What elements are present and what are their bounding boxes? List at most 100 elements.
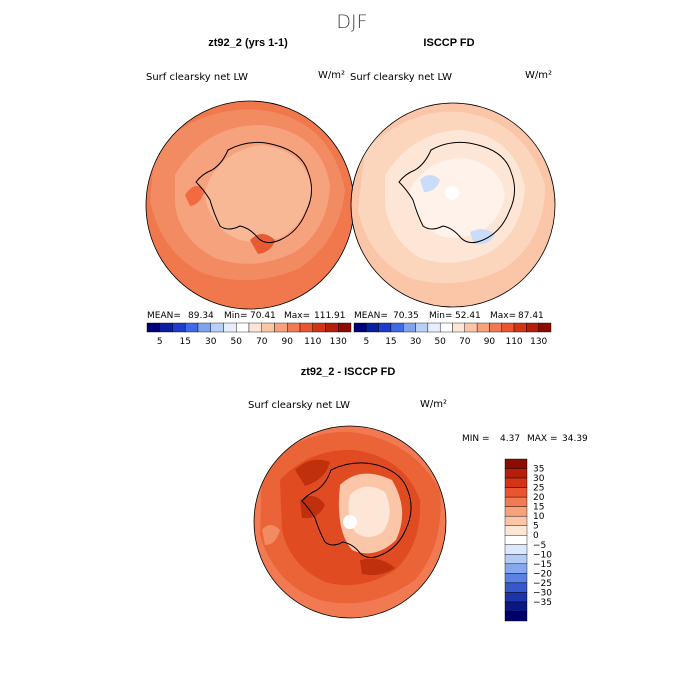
colorbar-model-tick-label: 30 <box>205 337 217 347</box>
colorbar-model-swatch <box>325 322 339 333</box>
colorbar-difference-tick-label: −15 <box>533 560 552 570</box>
panel-b-max-label: Max= <box>490 311 516 321</box>
panel-a-title: zt92_2 (yrs 1-1) <box>208 37 288 49</box>
colorbar-isccp-swatch <box>452 322 466 333</box>
colorbar-model-swatch <box>185 322 199 333</box>
panel-b-min-value: 52.41 <box>455 311 481 321</box>
colorbar-isccp-tick-label: 5 <box>363 337 369 347</box>
colorbar-model-swatch <box>210 322 224 333</box>
colorbar-difference-tick-label: −25 <box>533 579 552 589</box>
colorbar-model-swatch <box>223 322 237 333</box>
colorbar-model-tick-label: 15 <box>180 337 191 347</box>
colorbar-isccp-swatch <box>489 322 502 333</box>
colorbar-difference-swatch <box>504 496 528 507</box>
panel-b-max-value: 87.41 <box>518 311 544 321</box>
colorbar-isccp: 5 15 30 50 70 90 110 130 <box>353 322 552 347</box>
colorbar-difference-tick-label: 15 <box>533 503 544 513</box>
colorbar-model-tick-label: 70 <box>256 337 268 347</box>
colorbar-difference-tick-label: −5 <box>533 541 546 551</box>
panel-b-min-label: Min= <box>429 311 453 321</box>
colorbar-model-swatch <box>299 322 313 333</box>
colorbar-difference-swatch <box>504 458 528 469</box>
panel-c-stats: MIN = 4.37 MAX = 34.39 <box>462 434 588 444</box>
colorbar-isccp-swatch <box>415 322 429 333</box>
antarctica-coastline-model <box>195 141 312 244</box>
colorbar-difference-tick-label: 35 <box>533 465 544 475</box>
colorbar-difference-tick-label: −30 <box>533 588 552 598</box>
colorbar-difference-swatch <box>504 563 528 574</box>
panel-a-mean-value: 89.34 <box>188 311 214 321</box>
colorbar-isccp-tick-label: 130 <box>530 337 547 347</box>
antarctica-coastline-isccp <box>398 141 515 244</box>
colorbar-isccp-swatch <box>513 322 527 333</box>
colorbar-model-swatch <box>172 322 186 333</box>
season-title: DJF <box>336 11 367 33</box>
colorbar-model-swatch <box>159 322 173 333</box>
colorbar-isccp-tick-label: 50 <box>434 337 446 347</box>
colorbar-difference-swatch <box>504 468 528 479</box>
colorbar-difference-swatch <box>504 573 528 584</box>
map-panel-difference <box>254 426 446 618</box>
colorbar-model-tick-label: 5 <box>157 337 163 347</box>
panel-b-mean-label: MEAN= <box>354 311 388 321</box>
colorbar-model-tick-label: 110 <box>304 337 321 347</box>
antarctica-coastline-difference <box>301 462 412 559</box>
colorbar-difference-swatch <box>504 582 528 593</box>
colorbar-isccp-swatch <box>403 322 416 333</box>
colorbar-model: 5 15 30 50 70 90 110 130 <box>146 322 352 347</box>
colorbar-difference-swatch <box>504 611 528 622</box>
colorbar-isccp-swatch <box>439 322 453 333</box>
panel-c-units: W/m² <box>420 399 447 410</box>
colorbar-model-swatch <box>197 322 211 333</box>
colorbar-difference-tick-label: −20 <box>533 569 552 579</box>
colorbar-isccp-swatch <box>538 322 552 333</box>
colorbar-difference-tick-label: 5 <box>533 522 539 532</box>
colorbar-isccp-tick-label: 70 <box>459 337 471 347</box>
panel-a-stats: MEAN= 89.34 Min= 70.41 Max= 111.91 <box>147 311 346 321</box>
panel-a-min-label: Min= <box>224 311 248 321</box>
panel-c-min-value: 4.37 <box>500 434 520 444</box>
colorbar-isccp-swatch <box>464 322 478 333</box>
colorbar-model-swatch <box>236 322 250 333</box>
colorbar-difference-swatch <box>504 601 528 612</box>
colorbar-model-tick-label: 130 <box>330 337 347 347</box>
colorbar-model-swatch <box>312 322 326 333</box>
colorbar-difference-tick-label: 10 <box>533 512 545 522</box>
panel-b-units: W/m² <box>525 70 552 81</box>
colorbar-difference-tick-label: −35 <box>533 598 552 608</box>
colorbar-isccp-swatch <box>501 322 515 333</box>
colorbar-difference-tick-label: 30 <box>533 474 545 484</box>
panel-a-mean-label: MEAN= <box>147 311 181 321</box>
panel-a-max-value: 111.91 <box>314 311 346 321</box>
colorbar-isccp-swatch <box>427 322 441 333</box>
panel-a-max-label: Max= <box>284 311 310 321</box>
colorbar-isccp-swatch <box>526 322 539 333</box>
panel-b-title: ISCCP FD <box>423 37 474 49</box>
panel-a-min-value: 70.41 <box>250 311 276 321</box>
colorbar-difference-tick-label: −10 <box>533 550 552 560</box>
panel-c-title: zt92_2 - ISCCP FD <box>301 366 396 378</box>
panel-a-variable: Surf clearsky net LW <box>146 72 248 83</box>
colorbar-isccp-tick-label: 15 <box>385 337 396 347</box>
colorbar-model-swatch <box>248 322 262 333</box>
colorbar-difference-swatch <box>504 515 528 526</box>
map-border-isccp <box>350 102 556 308</box>
panel-c-variable: Surf clearsky net LW <box>248 400 350 411</box>
colorbar-difference-swatch <box>504 544 528 555</box>
panel-c-max-label: MAX = <box>527 434 558 444</box>
colorbar-isccp-tick-label: 30 <box>410 337 422 347</box>
colorbar-model-swatch <box>274 322 288 333</box>
colorbar-difference-tick-label: 20 <box>533 493 545 503</box>
map-panel-isccp <box>351 103 555 307</box>
colorbar-isccp-swatch <box>378 322 392 333</box>
colorbar-model-tick-label: 90 <box>282 337 294 347</box>
colorbar-model-tick-label: 50 <box>231 337 243 347</box>
colorbar-difference-swatch <box>504 525 528 536</box>
colorbar-difference-swatch <box>504 554 528 565</box>
colorbar-model-swatch <box>287 322 301 333</box>
colorbar-isccp-tick-label: 110 <box>505 337 522 347</box>
colorbar-isccp-swatch <box>476 322 490 333</box>
